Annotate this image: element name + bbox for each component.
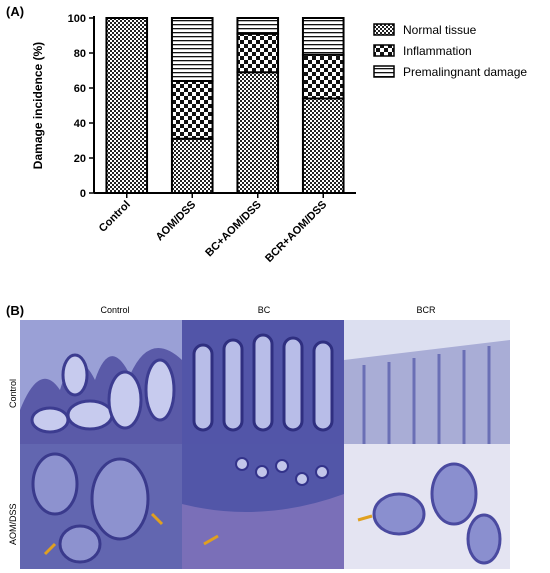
y-axis-title: Damage incidence (%) bbox=[31, 42, 45, 169]
legend-swatch bbox=[373, 44, 395, 57]
bar-check bbox=[301, 53, 345, 100]
panel-b-label: (B) bbox=[6, 303, 25, 318]
column-label-bc: BC bbox=[257, 305, 271, 315]
row-label-aom-dss: AOM/DSS bbox=[8, 503, 18, 545]
x-tick-label: Control bbox=[97, 199, 133, 235]
x-tick-label: BCR+AOM/DSS bbox=[263, 199, 329, 265]
micrograph-aom-dss-bc bbox=[182, 444, 344, 569]
panel-a-label: (A) bbox=[6, 4, 25, 19]
row-label-control: Control bbox=[8, 378, 18, 408]
x-tick-label: BC+AOM/DSS bbox=[203, 199, 264, 260]
column-label-control: Control bbox=[100, 305, 130, 315]
y-tick-label: 80 bbox=[74, 48, 86, 60]
micrograph-control-control bbox=[20, 320, 182, 444]
legend-label: Normal tissue bbox=[403, 23, 477, 37]
legend-swatch bbox=[373, 23, 395, 36]
legend-label: Premalingnant damage bbox=[403, 65, 527, 79]
micrograph-aom-dss-bcr bbox=[344, 444, 510, 569]
micrograph-control-bcr bbox=[344, 320, 510, 444]
bars bbox=[105, 17, 345, 194]
micrograph-aom-dss-control bbox=[20, 444, 182, 569]
bar-check bbox=[170, 80, 214, 140]
legend: Normal tissue Inflammation Premalingnant d… bbox=[373, 23, 527, 79]
legend-label: Inflammation bbox=[403, 44, 472, 58]
x-tick-label: AOM/DSS bbox=[154, 199, 199, 244]
y-tick-label: 40 bbox=[74, 118, 86, 130]
bar-dense-check bbox=[301, 97, 345, 194]
y-tick-label: 0 bbox=[80, 188, 86, 200]
bar-hlines bbox=[301, 17, 345, 56]
bar-hlines bbox=[170, 17, 214, 82]
bar-dense-check bbox=[236, 71, 280, 194]
bar-hlines bbox=[236, 17, 280, 35]
micrograph-control-bc bbox=[182, 320, 344, 444]
y-tick-label: 20 bbox=[74, 153, 86, 165]
y-tick-label: 100 bbox=[68, 13, 86, 25]
bar-check bbox=[236, 32, 280, 74]
bar-dense-check bbox=[170, 137, 214, 194]
stacked-bar-chart: 0 20 40 60 80 100 Damage incidence (%) Control A… bbox=[31, 13, 527, 265]
bar-dense-check bbox=[105, 17, 149, 194]
column-label-bcr: BCR bbox=[416, 305, 436, 315]
legend-swatch bbox=[373, 65, 395, 78]
y-tick-label: 60 bbox=[74, 83, 86, 95]
